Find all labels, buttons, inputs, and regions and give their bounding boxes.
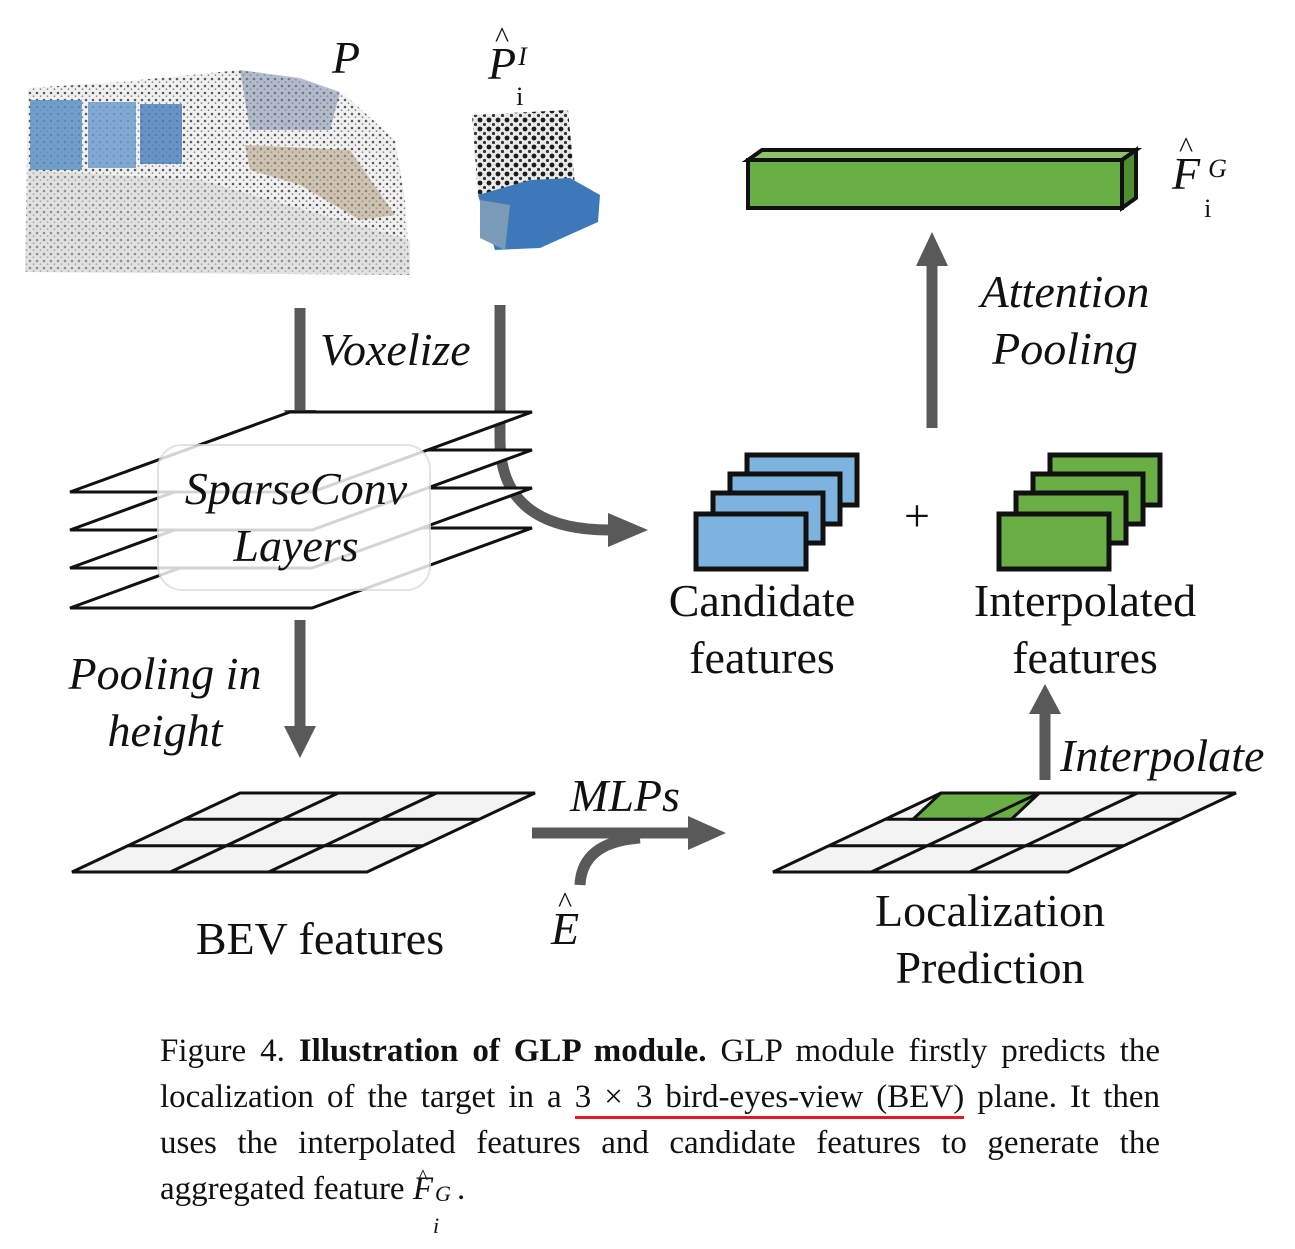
- sparseconv-label-line1: SparseConv: [184, 463, 408, 514]
- diagram-graphics: [25, 70, 1237, 886]
- interpolated-features-label-line2: features: [1012, 632, 1158, 683]
- output-feature-bar: [741, 146, 1143, 212]
- pooling-label-line2: height: [107, 705, 223, 756]
- candidate-features-label-line1: Candidate: [668, 575, 856, 626]
- caption-end: .: [457, 1171, 466, 1207]
- pooling-label-line1: Pooling in: [68, 648, 262, 699]
- caption-text-2: plane. It then uses the interpolated fea…: [160, 1079, 1161, 1207]
- output-symbol-f-hat: FGi: [1172, 149, 1227, 222]
- glp-diagram: P PIi FGi Voxelize SparseConv Layers Poo…: [0, 0, 1295, 1000]
- figure-caption: Figure 4. Illustration of GLP module. GL…: [160, 1028, 1161, 1238]
- candidate-feature-stack: [693, 452, 860, 572]
- plus-sign: +: [904, 490, 930, 541]
- mlps-label: MLPs: [570, 770, 680, 821]
- localization-label-line2: Prediction: [895, 942, 1085, 993]
- caption-symbol: FGi: [413, 1171, 451, 1238]
- sparseconv-label-line2: Layers: [233, 520, 359, 571]
- caption-underlined-text: 3 × 3 bird-eyes-view (BEV): [574, 1079, 965, 1119]
- candidate-curve-arrow: [494, 305, 648, 547]
- mlps-arrow: [532, 816, 726, 886]
- caption-prefix: Figure 4.: [160, 1033, 285, 1069]
- sparseconv-box: [157, 444, 431, 591]
- e-hat-symbol: E: [551, 904, 579, 953]
- candidate-point-cloud: [472, 110, 600, 250]
- interpolated-features-label-line1: Interpolated: [973, 575, 1197, 626]
- pooling-arrow: [284, 620, 316, 758]
- voxelize-label: Voxelize: [320, 324, 471, 375]
- candidate-symbol-p-hat: PIi: [488, 39, 527, 110]
- bev-features-label: BEV features: [195, 913, 445, 964]
- scene-point-cloud: [25, 70, 410, 275]
- scene-symbol-p: P: [332, 32, 361, 83]
- attention-label-line1: Attention: [980, 266, 1150, 317]
- caption-title: Illustration of GLP module.: [298, 1033, 707, 1069]
- attention-label-line2: Pooling: [992, 323, 1138, 374]
- interpolate-label: Interpolate: [1060, 730, 1265, 781]
- interpolated-feature-stack: [996, 452, 1163, 572]
- bev-grid: [71, 791, 536, 874]
- candidate-features-label-line2: features: [689, 632, 835, 683]
- interpolate-arrow: [1029, 684, 1061, 780]
- localization-grid: [772, 791, 1237, 874]
- localization-label-line1: Localization: [875, 885, 1105, 936]
- caption-text-1: GLP module firstly predicts the localiza…: [160, 1033, 1161, 1115]
- attention-arrow: [916, 232, 948, 428]
